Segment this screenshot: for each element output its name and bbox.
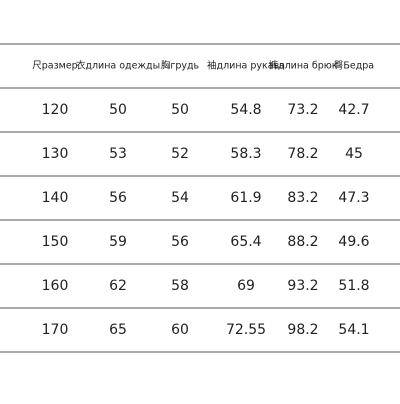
cell: 50 — [171, 102, 189, 118]
cell: 93.2 — [287, 278, 318, 294]
header-cell: 裤длина брюк — [269, 60, 338, 72]
cell: 78.2 — [287, 146, 318, 162]
cell: 130 — [42, 146, 69, 162]
cell: 61.9 — [230, 190, 261, 206]
cell: 47.3 — [338, 190, 369, 206]
cell: 50 — [109, 102, 127, 118]
header-cell: 衣длина одежды — [76, 60, 160, 72]
cell: 88.2 — [287, 234, 318, 250]
header-cell: 臀Бедра — [334, 61, 374, 72]
cell: 62 — [109, 278, 127, 294]
cell: 45 — [345, 146, 363, 162]
cell: 53 — [109, 146, 127, 162]
cell: 58 — [171, 278, 189, 294]
cell: 150 — [42, 234, 69, 250]
cell: 160 — [42, 278, 69, 294]
header-cell: 袖длина рукава — [207, 60, 285, 72]
cell: 49.6 — [338, 234, 369, 250]
cell: 54 — [171, 190, 189, 206]
cell: 59 — [109, 234, 127, 250]
cell: 73.2 — [287, 102, 318, 118]
cell: 65 — [109, 322, 127, 338]
cell: 140 — [42, 190, 69, 206]
cell: 69 — [237, 278, 255, 294]
cell: 56 — [109, 190, 127, 206]
cell: 72.55 — [226, 322, 266, 338]
cell: 58.3 — [230, 146, 261, 162]
header-cell: 胸грудь — [161, 60, 200, 72]
cell: 56 — [171, 234, 189, 250]
cell: 42.7 — [338, 102, 369, 118]
cell: 52 — [171, 146, 189, 162]
header-cell: 尺размер — [32, 61, 77, 72]
cell: 120 — [42, 102, 69, 118]
cell: 170 — [42, 322, 69, 338]
cell: 51.8 — [338, 278, 369, 294]
cell: 98.2 — [287, 322, 318, 338]
cell: 83.2 — [287, 190, 318, 206]
cell: 65.4 — [230, 234, 261, 250]
cell: 54.1 — [338, 322, 369, 338]
cell: 54.8 — [230, 102, 261, 118]
cell: 60 — [171, 322, 189, 338]
